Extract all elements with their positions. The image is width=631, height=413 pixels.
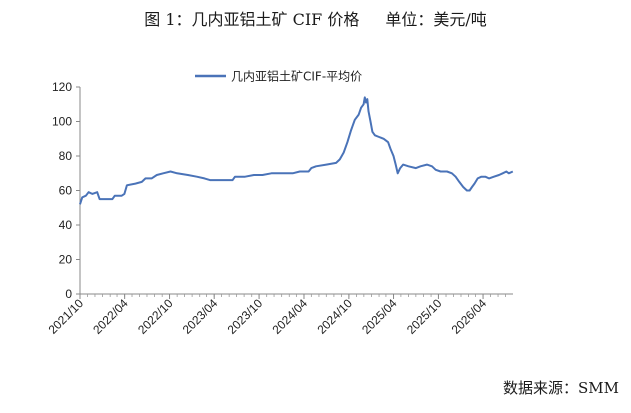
data-source: 数据来源：SMM	[503, 379, 619, 397]
y-tick-label: 0	[65, 287, 72, 301]
x-tick-label: 2026/04	[449, 296, 490, 337]
x-tick-label: 2025/10	[404, 296, 445, 337]
legend-label: 几内亚铝土矿CIF-平均价	[231, 69, 362, 84]
figure-title-text: 图 1：几内亚铝土矿 CIF 价格	[144, 10, 360, 29]
y-tick-label: 60	[59, 184, 73, 198]
y-tick-label: 120	[52, 80, 72, 94]
y-tick-label: 40	[59, 218, 73, 232]
x-tick-label: 2023/10	[225, 296, 266, 337]
x-tick-label: 2025/04	[359, 296, 400, 337]
y-tick-label: 100	[52, 115, 72, 129]
x-tick-label: 2024/04	[270, 296, 311, 337]
figure-unit: 单位：美元/吨	[385, 10, 487, 29]
x-tick-label: 2022/04	[90, 296, 131, 337]
y-tick-label: 20	[59, 253, 73, 267]
y-tick-label: 80	[59, 149, 73, 163]
figure-title: 图 1：几内亚铝土矿 CIF 价格 单位：美元/吨	[0, 6, 631, 30]
x-tick-label: 2023/04	[180, 296, 221, 337]
x-tick-label: 2022/10	[135, 296, 176, 337]
series-line	[79, 96, 514, 205]
x-tick-label: 2024/10	[314, 296, 355, 337]
x-tick-label: 2021/10	[46, 296, 87, 337]
